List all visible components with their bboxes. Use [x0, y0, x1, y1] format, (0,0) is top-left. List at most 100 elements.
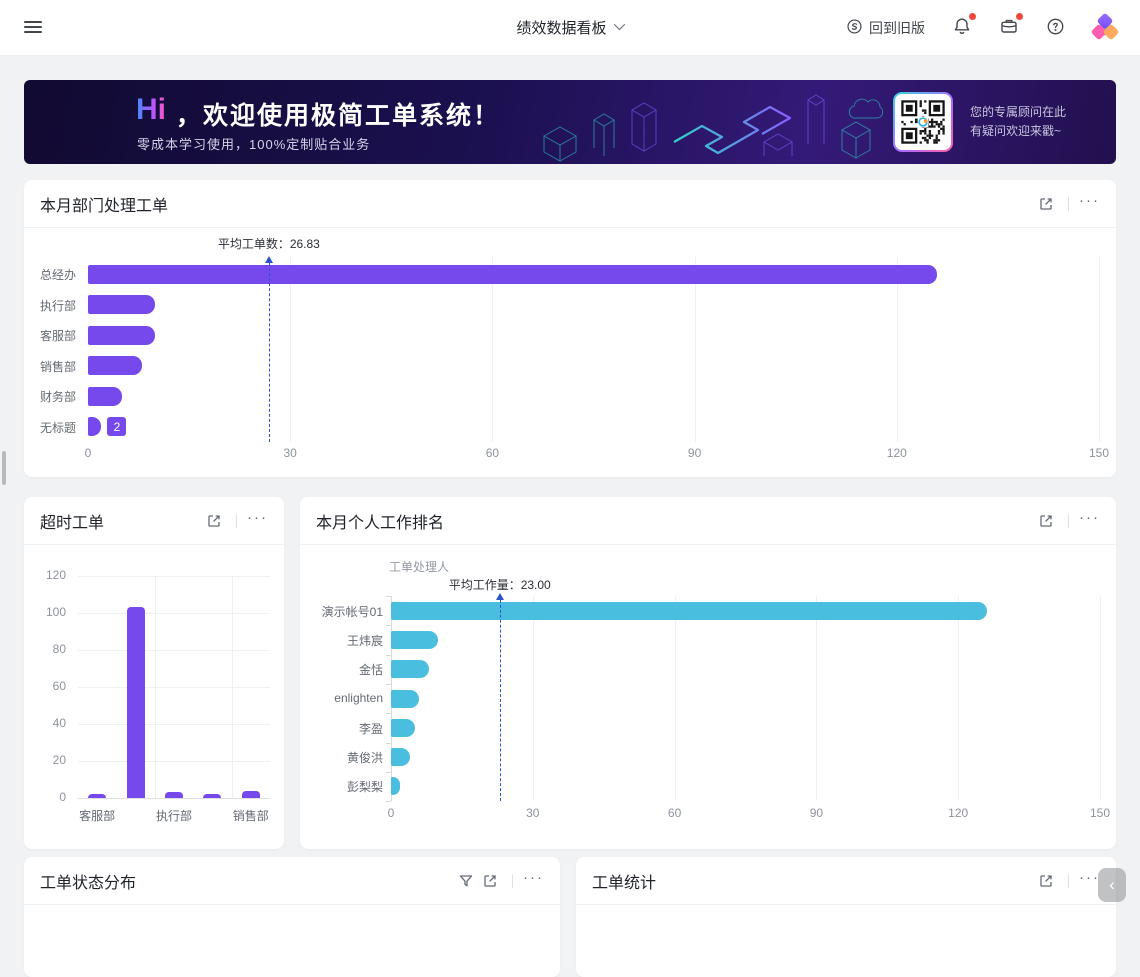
chart-gridline [78, 761, 270, 762]
chevron-down-icon [613, 18, 626, 31]
overtime-card-header: 超时工单 ··· [24, 497, 284, 545]
bar[interactable] [126, 607, 145, 798]
filter-icon[interactable] [454, 869, 478, 893]
chart-gridline [290, 257, 292, 442]
chart-gridline [1100, 596, 1101, 802]
more-icon[interactable]: ··· [247, 508, 268, 526]
scrollbar-thumb[interactable] [2, 451, 6, 485]
x-axis-line [78, 798, 270, 799]
more-icon[interactable]: ··· [1079, 508, 1100, 526]
status-card-title: 工单状态分布 [40, 874, 137, 892]
overtime-orders-card: 超时工单 ··· 0 20 40 60 80 100 120 客服部 执行部 销售部 [24, 497, 284, 849]
average-line-arrow [264, 256, 273, 263]
header-actions: 回到旧版 [846, 0, 1120, 55]
category-label: 无标题 [39, 420, 76, 435]
personal-ranking-card: 本月个人工作排名 ··· 0 30 60 90 120 150 演示帐号01 王炜宸 金恬 enl… [300, 497, 1116, 849]
category-label: 销售部 [39, 359, 76, 374]
y-axis-tick-label: 120 [45, 568, 66, 582]
expand-icon[interactable] [478, 869, 502, 893]
dept-orders-card-title: 本月部门处理工单 [40, 197, 169, 215]
bar[interactable] [88, 417, 102, 437]
header-divider [512, 873, 513, 888]
chart-gridline [78, 687, 270, 688]
bar[interactable] [391, 689, 420, 708]
page-title: 绩效数据看板 [516, 20, 607, 37]
back-to-old-version-button[interactable]: 回到旧版 [846, 18, 925, 38]
overtime-card-title: 超时工单 [40, 514, 105, 532]
banner-subtitle: 零成本学习使用，100%定制贴合业务 [137, 137, 371, 152]
category-label: 总经办 [39, 268, 76, 283]
header-divider [1068, 513, 1069, 528]
chart-gridline [532, 596, 534, 802]
top-header: 绩效数据看板 回到旧版 [0, 0, 1140, 56]
x-axis-tick-label: 120 [948, 806, 969, 820]
y-axis-name: 工单处理人 [389, 560, 450, 574]
y-axis-tick [386, 596, 391, 597]
more-icon[interactable]: ··· [1079, 191, 1100, 209]
category-label: 彭梨梨 [346, 780, 383, 795]
personal-ranking-bar-chart: 0 30 60 90 120 150 演示帐号01 王炜宸 金恬 enlighten 李盈 黄俊洪 彭梨… [300, 545, 1116, 848]
y-axis-tick [386, 713, 391, 715]
y-axis-tick-label: 20 [52, 753, 66, 767]
status-distribution-card: 工单状态分布 ··· [24, 857, 560, 977]
app-logo[interactable] [1090, 12, 1120, 41]
category-label: 销售部 [232, 809, 269, 823]
bar[interactable] [203, 794, 222, 798]
expand-icon[interactable] [1034, 509, 1058, 533]
chart-gridline [154, 576, 156, 798]
x-axis-tick-label: 30 [283, 446, 297, 460]
chart-gridline [674, 596, 676, 802]
bar[interactable] [391, 748, 410, 767]
history-icon [846, 18, 863, 38]
overtime-bar-chart: 0 20 40 60 80 100 120 客服部 执行部 销售部 [24, 545, 284, 848]
bar[interactable] [88, 386, 122, 406]
average-line [268, 258, 270, 442]
y-axis-tick [386, 625, 391, 627]
expand-icon[interactable] [202, 509, 226, 533]
x-axis-tick-label: 150 [1089, 806, 1111, 820]
more-icon[interactable]: ··· [1079, 868, 1100, 886]
header-divider [1068, 873, 1069, 888]
y-axis-tick [386, 654, 391, 656]
bar[interactable] [391, 630, 439, 649]
x-axis-tick-label: 60 [667, 806, 682, 820]
bar[interactable] [88, 794, 107, 798]
bar[interactable] [241, 790, 260, 798]
category-label: 财务部 [39, 390, 76, 405]
help-button[interactable] [1046, 17, 1065, 39]
category-label: 金恬 [358, 663, 383, 678]
header-divider [236, 513, 237, 528]
y-axis-tick-label: 100 [45, 605, 66, 619]
expand-icon[interactable] [1034, 192, 1058, 216]
notifications-button[interactable] [952, 13, 976, 39]
bar[interactable] [88, 295, 156, 315]
bar[interactable] [88, 264, 938, 284]
bar[interactable] [165, 792, 183, 798]
expand-icon[interactable] [1034, 869, 1058, 893]
y-axis-tick [386, 771, 391, 773]
bar[interactable] [391, 601, 987, 620]
bar[interactable] [391, 660, 429, 679]
bar[interactable] [88, 356, 142, 376]
y-axis-tick [386, 742, 391, 744]
collapse-panel-handle[interactable]: ‹ [1098, 868, 1126, 902]
dashboard-title-dropdown[interactable]: 绩效数据看板 [516, 17, 626, 38]
x-axis-tick-label: 60 [485, 446, 500, 460]
stats-card-title: 工单统计 [592, 874, 657, 892]
more-icon[interactable]: ··· [523, 868, 544, 886]
chart-gridline [231, 576, 233, 798]
welcome-banner: Hi ，欢迎使用极简工单系统！ 零成本学习使用，100%定制贴合业务 您的专属顾… [24, 80, 1116, 164]
bar[interactable] [391, 777, 401, 796]
workbox-button[interactable] [999, 13, 1023, 39]
chart-gridline [816, 596, 818, 802]
average-line-arrow [495, 593, 504, 600]
hamburger-menu-icon[interactable] [24, 21, 42, 36]
bar[interactable] [88, 325, 156, 345]
x-axis-tick-label: 90 [809, 806, 824, 820]
workbox-dot [1016, 13, 1023, 20]
personal-card-title: 本月个人工作排名 [316, 514, 445, 532]
stats-card-header: 工单统计 ··· [576, 857, 1116, 905]
chart-gridline [78, 576, 270, 577]
average-line-label: 平均工单数：26.83 [217, 237, 320, 251]
bar[interactable] [391, 718, 415, 737]
